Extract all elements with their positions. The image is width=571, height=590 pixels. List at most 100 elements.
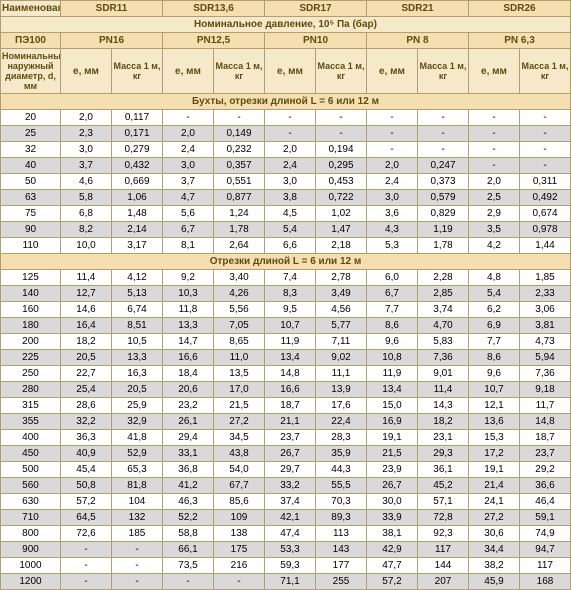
cell-value: 13,4 xyxy=(265,350,316,366)
cell-value: 10,0 xyxy=(61,238,112,254)
cell-value: - xyxy=(520,142,571,158)
cell-value: 30,0 xyxy=(367,494,418,510)
header-sdr-3: SDR21 xyxy=(367,1,469,17)
cell-diameter: 1000 xyxy=(1,558,61,574)
cell-value: 12,7 xyxy=(61,286,112,302)
cell-diameter: 40 xyxy=(1,158,61,174)
cell-value: 16,6 xyxy=(163,350,214,366)
table-row: 252,30,1712,00,149------ xyxy=(1,126,571,142)
cell-value: 36,6 xyxy=(520,478,571,494)
cell-value: 104 xyxy=(112,494,163,510)
cell-value: 177 xyxy=(316,558,367,574)
cell-value: 14,3 xyxy=(418,398,469,414)
header-e-2: e, мм xyxy=(265,49,316,94)
cell-value: 19,1 xyxy=(367,430,418,446)
cell-value: 13,3 xyxy=(163,318,214,334)
header-mass-3: Масса 1 м, кг xyxy=(418,49,469,94)
cell-value: 6,9 xyxy=(469,318,520,334)
cell-value: 45,4 xyxy=(61,462,112,478)
cell-value: 89,3 xyxy=(316,510,367,526)
cell-diameter: 200 xyxy=(1,334,61,350)
cell-value: 3,49 xyxy=(316,286,367,302)
cell-value: 7,4 xyxy=(265,270,316,286)
table-row: 25022,716,318,413,514,811,111,99,019,67,… xyxy=(1,366,571,382)
header-sdr-0: SDR11 xyxy=(61,1,163,17)
cell-value: - xyxy=(469,110,520,126)
cell-value: 7,36 xyxy=(418,350,469,366)
cell-diameter: 710 xyxy=(1,510,61,526)
cell-value: 17,2 xyxy=(469,446,520,462)
cell-diameter: 280 xyxy=(1,382,61,398)
cell-value: 17,0 xyxy=(214,382,265,398)
cell-value: 38,2 xyxy=(469,558,520,574)
cell-value: - xyxy=(469,142,520,158)
cell-value: 25,4 xyxy=(61,382,112,398)
cell-value: 14,8 xyxy=(265,366,316,382)
header-e-0: e, мм xyxy=(61,49,112,94)
cell-value: 25,9 xyxy=(112,398,163,414)
cell-value: 8,51 xyxy=(112,318,163,334)
cell-value: - xyxy=(520,158,571,174)
cell-value: 1,02 xyxy=(316,206,367,222)
cell-value: 41,8 xyxy=(112,430,163,446)
cell-diameter: 630 xyxy=(1,494,61,510)
table-row: 18016,48,5113,37,0510,75,778,64,706,93,8… xyxy=(1,318,571,334)
table-row: 31528,625,923,221,518,717,615,014,312,11… xyxy=(1,398,571,414)
cell-value: 14,6 xyxy=(61,302,112,318)
cell-value: - xyxy=(418,126,469,142)
cell-value: 29,3 xyxy=(418,446,469,462)
cell-value: 47,7 xyxy=(367,558,418,574)
cell-value: 2,85 xyxy=(418,286,469,302)
cell-value: 67,7 xyxy=(214,478,265,494)
cell-value: 6,6 xyxy=(265,238,316,254)
cell-value: 5,83 xyxy=(418,334,469,350)
cell-value: 27,2 xyxy=(469,510,520,526)
cell-value: 2,14 xyxy=(112,222,163,238)
cell-value: 53,3 xyxy=(265,542,316,558)
cell-diameter: 315 xyxy=(1,398,61,414)
cell-value: 6,2 xyxy=(469,302,520,318)
cell-value: - xyxy=(469,158,520,174)
table-row: 756,81,485,61,244,51,023,60,8292,90,674 xyxy=(1,206,571,222)
cell-value: 32,2 xyxy=(61,414,112,430)
cell-value: 20,5 xyxy=(61,350,112,366)
cell-value: 58,8 xyxy=(163,526,214,542)
cell-value: - xyxy=(214,574,265,590)
table-row: 71064,513252,210942,189,333,972,827,259,… xyxy=(1,510,571,526)
cell-value: 3,74 xyxy=(418,302,469,318)
table-row: 12511,44,129,23,407,42,786,02,284,81,85 xyxy=(1,270,571,286)
header-pn-2: PN10 xyxy=(265,33,367,49)
cell-value: 5,77 xyxy=(316,318,367,334)
cell-value: 23,7 xyxy=(520,446,571,462)
cell-value: 57,1 xyxy=(418,494,469,510)
cell-value: 44,3 xyxy=(316,462,367,478)
cell-value: - xyxy=(469,126,520,142)
table-row: 1200----71,125557,220745,9168 xyxy=(1,574,571,590)
cell-value: 12,1 xyxy=(469,398,520,414)
cell-value: 29,4 xyxy=(163,430,214,446)
cell-value: 0,311 xyxy=(520,174,571,190)
cell-value: 45,2 xyxy=(418,478,469,494)
cell-value: 11,1 xyxy=(316,366,367,382)
cell-value: 117 xyxy=(520,558,571,574)
header-material: Наименование полиэтилена xyxy=(1,1,61,17)
cell-value: - xyxy=(316,126,367,142)
cell-value: 18,2 xyxy=(418,414,469,430)
cell-value: 52,9 xyxy=(112,446,163,462)
cell-value: 11,0 xyxy=(214,350,265,366)
cell-value: 21,1 xyxy=(265,414,316,430)
cell-value: 8,65 xyxy=(214,334,265,350)
cell-value: 5,6 xyxy=(163,206,214,222)
cell-value: 24,1 xyxy=(469,494,520,510)
cell-value: 13,4 xyxy=(367,382,418,398)
cell-value: 74,9 xyxy=(520,526,571,542)
table-row: 11010,03,178,12,646,62,185,31,784,21,44 xyxy=(1,238,571,254)
cell-value: 18,2 xyxy=(61,334,112,350)
cell-value: 13,6 xyxy=(469,414,520,430)
cell-value: 9,5 xyxy=(265,302,316,318)
cell-value: 4,2 xyxy=(469,238,520,254)
cell-diameter: 32 xyxy=(1,142,61,158)
table-row: 20018,210,514,78,6511,97,119,65,837,74,7… xyxy=(1,334,571,350)
cell-value: 36,8 xyxy=(163,462,214,478)
cell-value: 0,722 xyxy=(316,190,367,206)
